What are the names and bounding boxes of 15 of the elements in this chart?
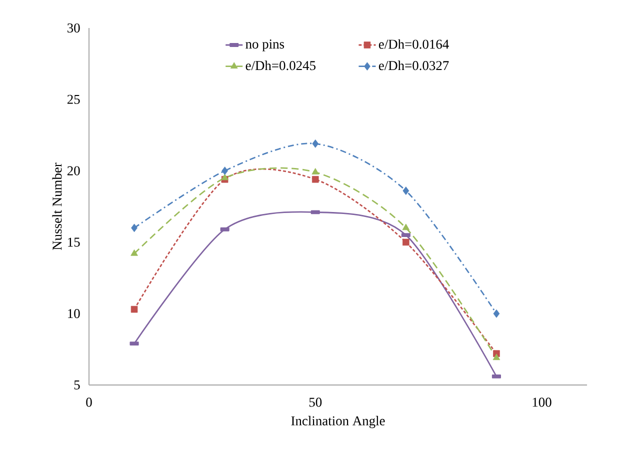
x-axis-title: Inclination Angle	[291, 416, 385, 428]
y-tick-label: 15	[68, 238, 80, 247]
legend-label: e/Dh=0.0164	[378, 39, 449, 49]
legend-label: no pins	[246, 40, 284, 52]
y-tick-label: 30	[68, 23, 80, 33]
x-tick-label: 0	[86, 398, 92, 407]
x-tick-label: 100	[532, 398, 552, 407]
legend-label: e/Dh=0.0327	[378, 60, 449, 70]
x-tick-label: 50	[309, 398, 322, 407]
y-tick-label: 10	[68, 309, 80, 318]
y-axis-title: Nusselt Number	[52, 162, 62, 250]
y-tick-label: 5	[74, 380, 80, 390]
legend-label: e/Dh=0.0245	[246, 60, 316, 70]
y-tick-label: 25	[67, 94, 80, 104]
y-tick-label: 20	[67, 166, 80, 176]
